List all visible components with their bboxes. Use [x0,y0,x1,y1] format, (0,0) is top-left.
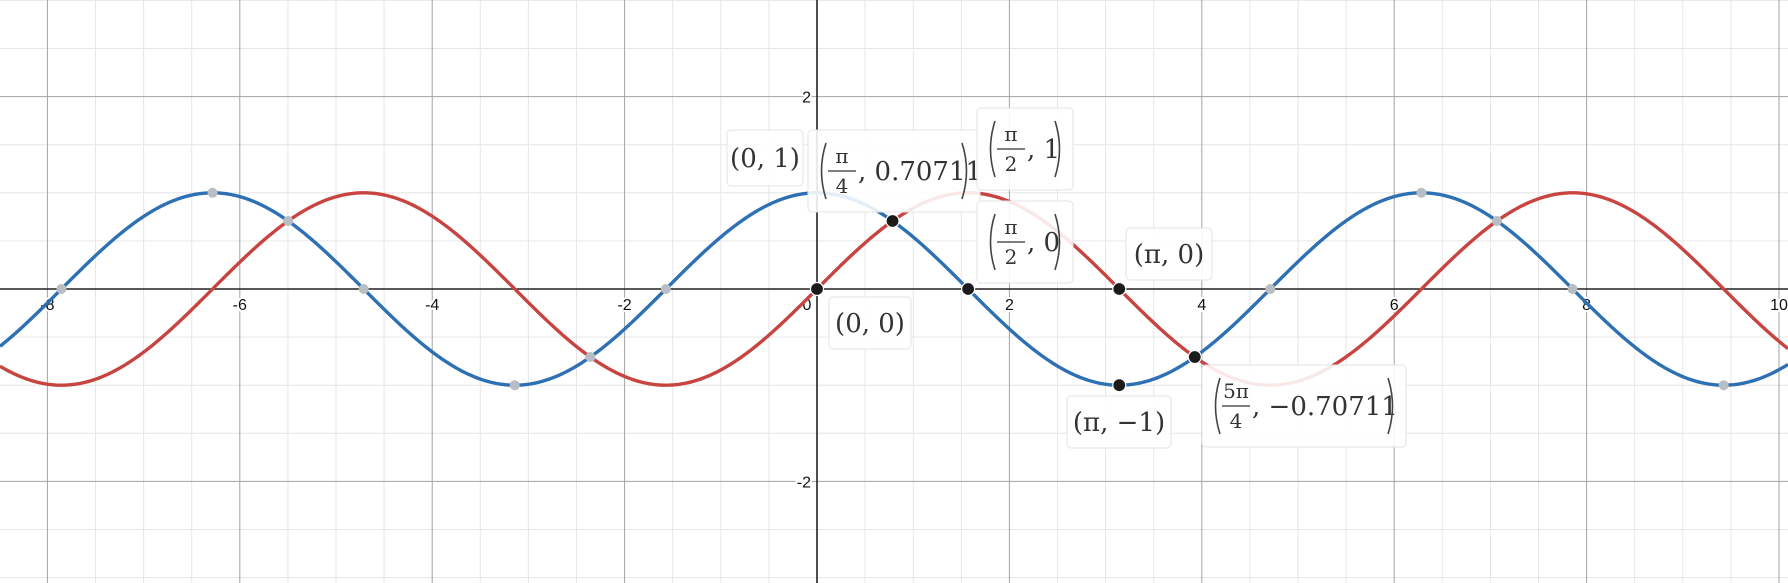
label-rest: , −0.70711 [1252,392,1398,422]
right-paren [1387,377,1394,435]
x-tick-label: -2 [617,297,631,314]
label-text: (0, 0) [835,309,905,339]
marked-point [1718,380,1729,391]
highlighted-point [1112,378,1127,393]
highlighted-point [809,281,825,297]
fraction-numerator: π [1004,122,1017,146]
x-tick-label: -4 [425,297,439,314]
label-rest: , 0.70711 [858,157,982,187]
marked-point [283,215,294,226]
marked-point [1567,284,1578,294]
label-box [1066,395,1172,449]
label-box [1201,364,1407,448]
point-label-ppim1: (π, −1) [1066,395,1172,449]
label-rest: , 0 [1027,228,1060,258]
highlighted-point [961,281,976,297]
label-text: (π, −1) [1073,408,1165,438]
marked-point [509,380,520,391]
point-label-p01: (0, 1) [726,129,804,187]
marked-point [358,284,369,294]
point-label-ppi0: (π, 0) [1125,227,1213,281]
label-text: (0, 1) [730,144,800,174]
fraction-denominator: 4 [1230,409,1243,433]
tick-labels: -8 -6 -4 -2 0 2 4 6 8 102-2 [38,88,1788,494]
fraction-numerator: π [835,144,848,168]
highlighted-point [1187,349,1202,365]
point-label-ppi20: π 2 , 0 [976,200,1074,284]
point-label-ppi4: π 4 , 0.70711 [807,129,982,213]
label-text: (π, 0) [1134,240,1204,270]
point-labels: (0, 1) π 4 , 0.70711 π 2 , 1 π 2 , 0 (0, 0) (π, 0) (… [726,107,1407,449]
y-tick-label: 2 [802,90,811,107]
fraction-denominator: 2 [1005,245,1018,269]
marked-point [1265,284,1276,294]
x-tick-label: 10 [1770,297,1788,314]
marked-point [56,284,67,294]
left-paren [989,213,996,271]
label-box [828,296,912,350]
fraction-denominator: 2 [1005,152,1018,176]
fraction-numerator: π [1004,215,1017,239]
right-paren [1054,213,1061,271]
left-paren [989,120,996,178]
label-box [1125,227,1213,281]
point-label-p5pi4: 5π 4 , −0.70711 [1201,364,1407,448]
x-tick-label: -6 [233,297,247,314]
y-tick-label: -2 [797,474,811,491]
left-paren [1214,377,1221,435]
label-box [726,129,804,187]
points [56,187,1729,393]
fraction-denominator: 4 [836,174,849,198]
marked-point [207,187,218,198]
point-label-ppi21: π 2 , 1 [976,107,1074,191]
right-paren [961,142,968,200]
point-label-p00: (0, 0) [828,296,912,350]
right-paren [1054,120,1061,178]
highlighted-point [1112,281,1127,297]
highlighted-point [885,213,900,229]
fraction-numerator: 5π [1223,379,1249,403]
x-tick-label: 2 [1005,297,1014,314]
marked-point [660,284,671,294]
marked-point [1416,187,1427,198]
left-paren [820,142,827,200]
marked-point [585,352,596,363]
label-rest: , 1 [1027,135,1060,165]
x-tick-label: 4 [1197,297,1206,314]
marked-point [1492,215,1503,226]
